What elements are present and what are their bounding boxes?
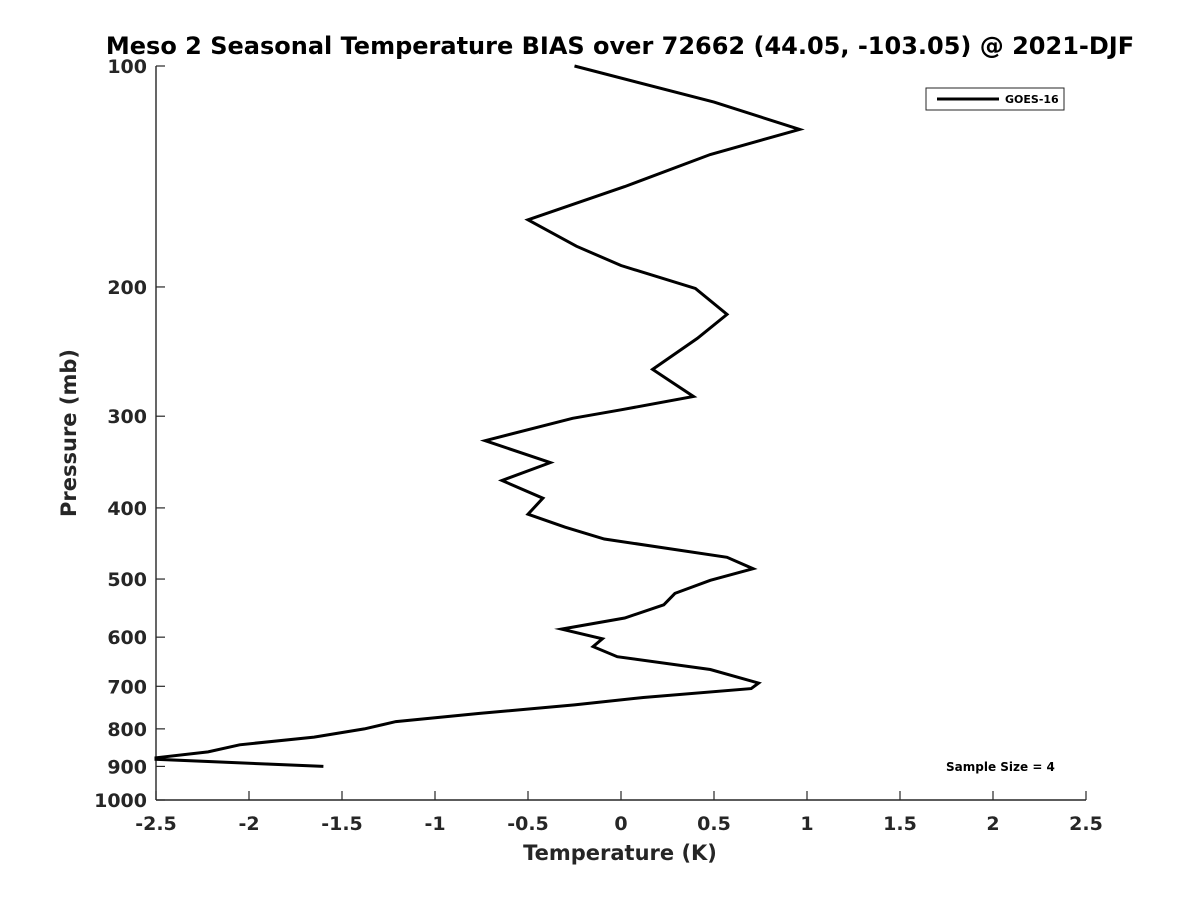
x-tick-label: 1.5 [883, 813, 917, 835]
y-tick-label: 500 [107, 569, 147, 591]
x-tick-label: -2 [238, 813, 259, 835]
x-tick-label: -1.5 [321, 813, 363, 835]
x-tick-label: -1 [424, 813, 445, 835]
chart-title: Meso 2 Seasonal Temperature BIAS over 72… [106, 32, 1134, 60]
x-tick-label: -0.5 [507, 813, 549, 835]
x-tick-label: 0.5 [697, 813, 731, 835]
x-tick-label: 2.5 [1069, 813, 1103, 835]
y-tick-label: 200 [107, 277, 147, 299]
x-axis-label: Temperature (K) [523, 841, 717, 865]
legend: GOES-16 [925, 87, 1065, 111]
x-tick-label: 0 [614, 813, 627, 835]
y-tick-label: 400 [107, 498, 147, 520]
sample-size-annotation: Sample Size = 4 [946, 760, 1055, 774]
y-tick-label: 700 [107, 676, 147, 698]
x-tick-label: 1 [800, 813, 813, 835]
y-tick-label: 300 [107, 406, 147, 428]
y-tick-label: 900 [107, 756, 147, 778]
tick-group: -2.5 -2 -1.5 -1 -0.5 0 0.5 1 1.5 2 2.5 100 200 300 400… [94, 56, 1103, 835]
y-axis-label: Pressure (mb) [57, 349, 81, 517]
y-tick-label: 800 [107, 719, 147, 741]
x-tick-label: 2 [986, 813, 999, 835]
legend-label-goes-16: GOES-16 [1005, 93, 1059, 106]
y-tick-label: 600 [107, 627, 147, 649]
y-tick-label: 100 [107, 56, 147, 78]
series-layer [154, 64, 805, 768]
series-line-goes-16 [154, 64, 805, 768]
y-tick-label: 1000 [94, 790, 147, 812]
x-tick-label: -2.5 [135, 813, 177, 835]
